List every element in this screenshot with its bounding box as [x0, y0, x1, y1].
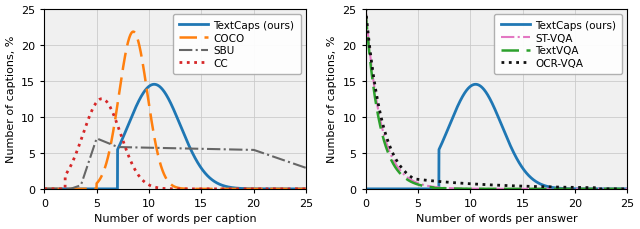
TextCaps (ours) [623, 188, 631, 190]
Line: TextVQA: TextVQA [365, 13, 627, 189]
CC [246, 188, 254, 190]
TextVQA [616, 188, 623, 190]
TextVQA [375, 119, 383, 122]
SBU [161, 147, 168, 150]
ST-VQA [616, 188, 623, 190]
SBU [294, 164, 302, 167]
CC [161, 187, 168, 190]
TextCaps (ours) [616, 188, 624, 190]
OCR-VQA [482, 183, 490, 186]
COCO [129, 31, 137, 34]
X-axis label: Number of words per caption: Number of words per caption [94, 213, 257, 224]
TextVQA [489, 188, 497, 190]
OCR-VQA [362, 8, 369, 11]
TextVQA [616, 188, 623, 190]
Line: OCR-VQA: OCR-VQA [365, 10, 627, 189]
TextCaps (ours) [616, 188, 623, 190]
CC [168, 188, 175, 190]
TextCaps (ours) [246, 188, 254, 190]
Line: TextCaps (ours): TextCaps (ours) [44, 85, 306, 189]
TextCaps (ours) [54, 188, 61, 190]
SBU [93, 137, 100, 140]
SBU [40, 188, 48, 190]
TextCaps (ours) [472, 84, 479, 86]
TextCaps (ours) [168, 104, 175, 107]
Line: TextCaps (ours): TextCaps (ours) [365, 85, 627, 189]
ST-VQA [568, 188, 575, 190]
COCO [168, 184, 175, 186]
TextVQA [362, 12, 369, 14]
ST-VQA [362, 8, 369, 11]
TextCaps (ours) [302, 188, 310, 190]
COCO [294, 188, 302, 190]
X-axis label: Number of words per answer: Number of words per answer [416, 213, 577, 224]
CC [40, 188, 48, 190]
TextCaps (ours) [362, 188, 369, 190]
Line: CC: CC [44, 99, 306, 189]
TextCaps (ours) [568, 188, 576, 190]
COCO [54, 188, 61, 190]
ST-VQA [623, 188, 631, 190]
TextCaps (ours) [150, 84, 158, 86]
OCR-VQA [375, 107, 383, 109]
Y-axis label: Number of captions, %: Number of captions, % [327, 36, 337, 163]
OCR-VQA [568, 186, 575, 189]
CC [294, 188, 302, 190]
CC [98, 98, 106, 101]
ST-VQA [375, 113, 383, 116]
TextCaps (ours) [375, 188, 383, 190]
CC [294, 188, 302, 190]
ST-VQA [482, 188, 490, 190]
TextCaps (ours) [294, 188, 302, 190]
COCO [161, 174, 168, 177]
TextCaps (ours) [489, 104, 497, 107]
ST-VQA [616, 188, 623, 190]
SBU [168, 147, 175, 150]
Legend: TextCaps (ours), ST-VQA, TextVQA, OCR-VQA: TextCaps (ours), ST-VQA, TextVQA, OCR-VQ… [494, 15, 622, 75]
SBU [294, 164, 302, 167]
CC [302, 188, 310, 190]
OCR-VQA [623, 188, 631, 190]
COCO [294, 188, 302, 190]
CC [54, 188, 61, 190]
Legend: TextCaps (ours), COCO, SBU, CC: TextCaps (ours), COCO, SBU, CC [173, 15, 301, 75]
COCO [246, 188, 254, 190]
SBU [246, 149, 254, 152]
OCR-VQA [616, 188, 623, 190]
TextCaps (ours) [161, 92, 168, 94]
SBU [302, 167, 310, 169]
COCO [302, 188, 310, 190]
OCR-VQA [489, 184, 497, 187]
TextCaps (ours) [40, 188, 48, 190]
TextCaps (ours) [483, 92, 490, 94]
Line: ST-VQA: ST-VQA [365, 10, 627, 189]
Line: COCO: COCO [44, 33, 306, 189]
Y-axis label: Number of captions, %: Number of captions, % [6, 36, 15, 163]
COCO [40, 188, 48, 190]
OCR-VQA [616, 188, 623, 190]
Line: SBU: SBU [44, 139, 306, 189]
ST-VQA [489, 188, 497, 190]
TextVQA [568, 188, 575, 190]
TextVQA [623, 188, 631, 190]
SBU [54, 188, 61, 190]
TextCaps (ours) [294, 188, 302, 190]
TextVQA [482, 188, 490, 190]
